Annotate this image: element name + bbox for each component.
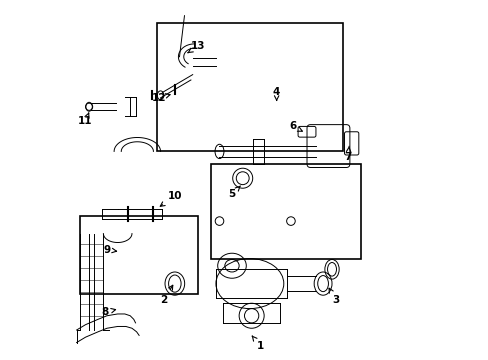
Text: 1: 1: [252, 336, 264, 351]
Text: 3: 3: [328, 288, 339, 305]
Text: 2: 2: [160, 285, 172, 305]
Text: 8: 8: [102, 307, 115, 317]
Text: 6: 6: [288, 121, 302, 131]
Text: 5: 5: [228, 186, 240, 199]
Text: 10: 10: [160, 191, 182, 206]
Text: 9: 9: [103, 245, 116, 255]
Text: 13: 13: [187, 41, 205, 53]
Text: 7: 7: [344, 146, 351, 162]
Text: 11: 11: [78, 113, 93, 126]
Text: 4: 4: [272, 87, 280, 100]
Text: 12: 12: [151, 93, 170, 103]
